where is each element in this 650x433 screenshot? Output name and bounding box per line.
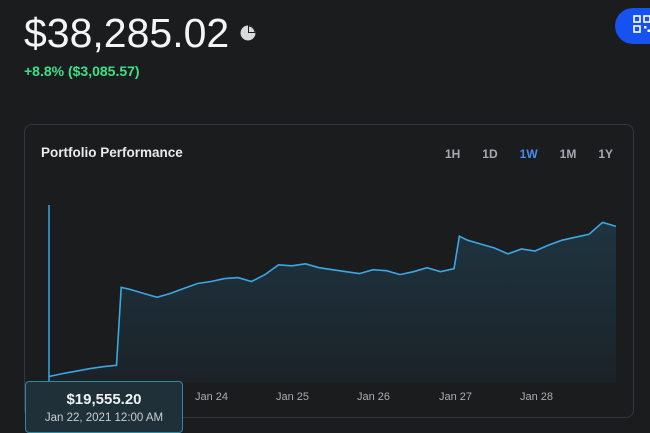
tooltip-date: Jan 22, 2021 12:00 AM [26,412,182,424]
chart-tooltip: $19,555.20 Jan 22, 2021 12:00 AM [25,381,183,433]
x-tick-jan-27: Jan 27 [439,391,472,403]
tooltip-value: $19,555.20 [26,391,182,408]
x-tick-jan-25: Jan 25 [276,391,309,403]
chart-area-fill [49,222,616,382]
x-tick-jan-26: Jan 26 [357,391,390,403]
x-tick-jan-28: Jan 28 [520,391,553,403]
x-tick-jan-24: Jan 24 [195,391,228,403]
